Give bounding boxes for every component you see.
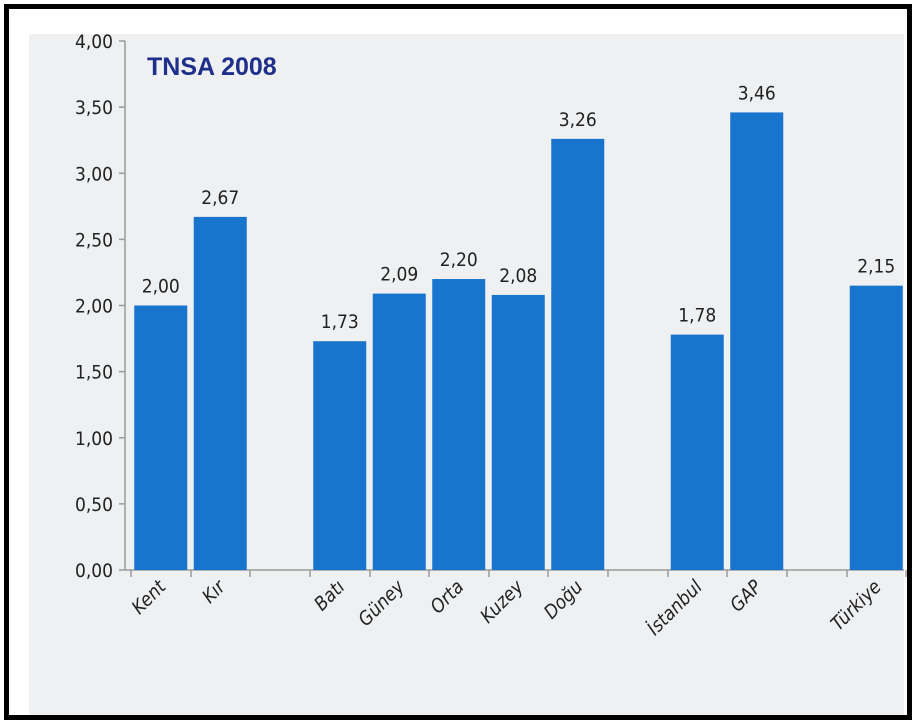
bar-2 [313,341,367,570]
data-label-5: 2,08 [499,265,537,287]
bar-chart: TNSA 2008 0,00 0,50 1,00 1,50 2,00 2,50 3,00 3,5… [29,31,907,715]
bar-6 [551,138,605,571]
data-label-6: 3,26 [559,109,597,131]
bar-7 [670,334,724,570]
y-tick-label: 2,50 [75,229,113,251]
data-label-2: 1,73 [321,311,359,333]
bar-0 [134,305,188,570]
bar-1 [193,216,247,570]
data-label-3: 2,09 [380,264,418,286]
y-tick-label: 4,00 [75,31,113,53]
data-label-0: 2,00 [142,276,180,298]
bar-9 [849,285,903,570]
y-tick-label: 2,00 [75,296,113,318]
chart-title: TNSA 2008 [147,53,277,81]
y-tick-label: 1,50 [75,362,113,384]
data-label-7: 1,78 [678,305,716,327]
bar-3 [372,293,426,570]
y-tick-label: 1,00 [75,428,113,450]
data-label-9: 2,15 [857,256,895,278]
data-label-8: 3,46 [738,82,776,104]
chart-frame: TNSA 2008 0,00 0,50 1,00 1,50 2,00 2,50 3,00 3,5… [4,4,912,720]
bar-5 [491,294,545,570]
data-label-4: 2,20 [440,249,478,271]
bar-8 [730,112,784,570]
y-tick-label: 3,50 [75,97,113,119]
data-label-1: 2,67 [201,187,239,209]
y-tick-label: 3,00 [75,163,113,185]
y-tick-label: 0,50 [75,494,113,516]
bar-4 [432,279,486,570]
y-tick-label: 0,00 [75,560,113,582]
